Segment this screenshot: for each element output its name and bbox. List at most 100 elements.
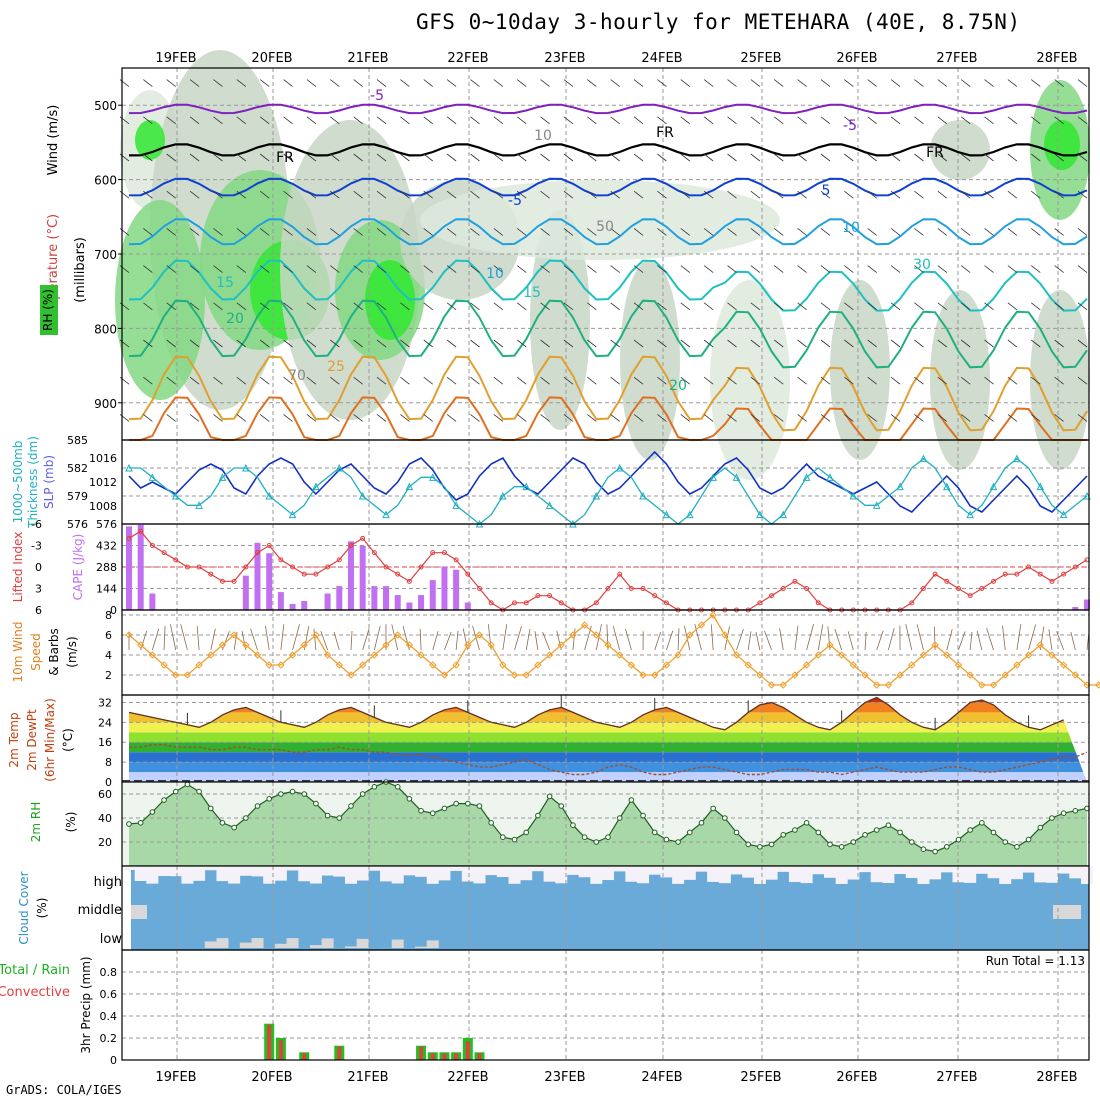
wind-speed-marker [534, 661, 542, 669]
wind-barb [353, 79, 363, 87]
wind-barb [773, 116, 784, 125]
wind-barb [937, 153, 948, 162]
li-tick-label: -6 [31, 518, 42, 531]
wind-barb [1031, 190, 1041, 199]
wind-barb [353, 339, 363, 348]
wind-barb [400, 376, 410, 385]
wind-barb-10m [280, 624, 285, 651]
lifted-index-marker [371, 550, 377, 556]
wind-barb [633, 339, 644, 348]
wind-barb [330, 302, 340, 311]
wind-barb [703, 339, 714, 348]
wind-speed-marker [277, 661, 285, 669]
rh-marker [289, 788, 296, 795]
contour-label: 20 [226, 311, 244, 327]
cape-tick-label: 0 [110, 604, 117, 617]
wind-barb [750, 79, 761, 87]
wind-speed-marker [919, 651, 928, 659]
lifted-index-marker [1014, 571, 1020, 577]
high-cloud-gap [894, 866, 907, 875]
pressure-tick-label: 700 [94, 248, 117, 262]
temp-tick-label: 24 [98, 716, 112, 729]
wind-speed-marker [1071, 671, 1080, 679]
wind-barb [540, 153, 550, 162]
contour-label: 5 [822, 183, 831, 199]
wind-barb [680, 302, 691, 311]
wind-barb [610, 228, 620, 236]
high-cloud-gap [380, 866, 393, 882]
li-tick-label: 6 [35, 604, 42, 617]
wind-barb [213, 79, 223, 87]
wind-barb [189, 376, 200, 385]
rh-marker [523, 829, 530, 836]
wind-barb [750, 190, 761, 199]
wind-speed-marker [382, 641, 390, 649]
low-cloud-bar [321, 938, 334, 948]
temp-tick-label: 0 [105, 776, 112, 789]
wind-barb-10m [946, 629, 953, 651]
cape-bar [406, 602, 413, 610]
wind-speed-marker [861, 671, 869, 679]
wind-barb [960, 339, 971, 348]
wind-barb [867, 228, 877, 236]
thickness-marker [195, 501, 203, 509]
wind-barb [727, 302, 737, 311]
lifted-index-marker [593, 600, 599, 606]
lifted-index-marker [231, 578, 237, 584]
wind-speed-marker [744, 661, 752, 669]
high-cloud-gap [683, 866, 696, 880]
high-cloud-gap [999, 866, 1012, 884]
convective-precip-bar [419, 1046, 424, 1060]
lifted-index-marker [255, 550, 261, 556]
thickness-marker [288, 510, 297, 519]
wind-barb [446, 376, 457, 385]
high-cloud-gap [344, 866, 357, 884]
wind-barb-10m [847, 631, 854, 651]
high-cloud-gap [228, 866, 241, 884]
wind-barb [189, 265, 200, 273]
wind-barb [1054, 414, 1064, 422]
wind-barb [680, 153, 691, 162]
lifted-index-marker [1061, 571, 1067, 577]
high-cloud-gap [672, 866, 685, 884]
wind-barb-10m [747, 631, 752, 651]
wind-barb [540, 339, 550, 348]
wind-barb [1077, 265, 1088, 273]
high-cloud-gap [800, 866, 813, 884]
wind-speed-marker [183, 671, 192, 679]
wind-barb [1007, 376, 1018, 385]
lifted-index-marker [476, 586, 482, 591]
cape-bar [277, 592, 284, 610]
temp-band [129, 712, 1087, 723]
rh-shading [1044, 120, 1080, 170]
wind-barb [610, 265, 620, 273]
temp-tick-label: 8 [105, 756, 112, 769]
wind-barb [844, 376, 854, 385]
wind-barb [797, 116, 807, 125]
high-cloud-gap [917, 866, 930, 884]
lifted-index-marker [465, 571, 471, 577]
wind-barb [703, 376, 714, 385]
high-cloud-gap [298, 866, 311, 882]
wind-barb [1054, 153, 1064, 162]
wind-barb [727, 228, 737, 236]
wind-barb [1054, 79, 1064, 87]
wind-barb [236, 265, 247, 273]
wind-barb [1031, 302, 1041, 311]
wind-barb-10m [654, 631, 662, 651]
wind-speed-marker [639, 671, 647, 679]
thickness-marker [756, 510, 764, 519]
high-cloud-gap [964, 866, 977, 883]
wind-barb [353, 414, 363, 422]
rh-marker [967, 827, 973, 833]
wind-barb [820, 265, 831, 273]
thickness-marker [312, 482, 320, 491]
wind-barb [657, 265, 667, 273]
wind-barb [143, 79, 153, 87]
rh-shading [930, 120, 990, 180]
precip-axis-label: 3hr Precip (mm) [79, 956, 93, 1053]
wind-barb [937, 376, 948, 385]
wind-barb-10m [333, 631, 340, 651]
high-cloud-gap [1081, 866, 1093, 884]
wind-barb [259, 376, 270, 385]
